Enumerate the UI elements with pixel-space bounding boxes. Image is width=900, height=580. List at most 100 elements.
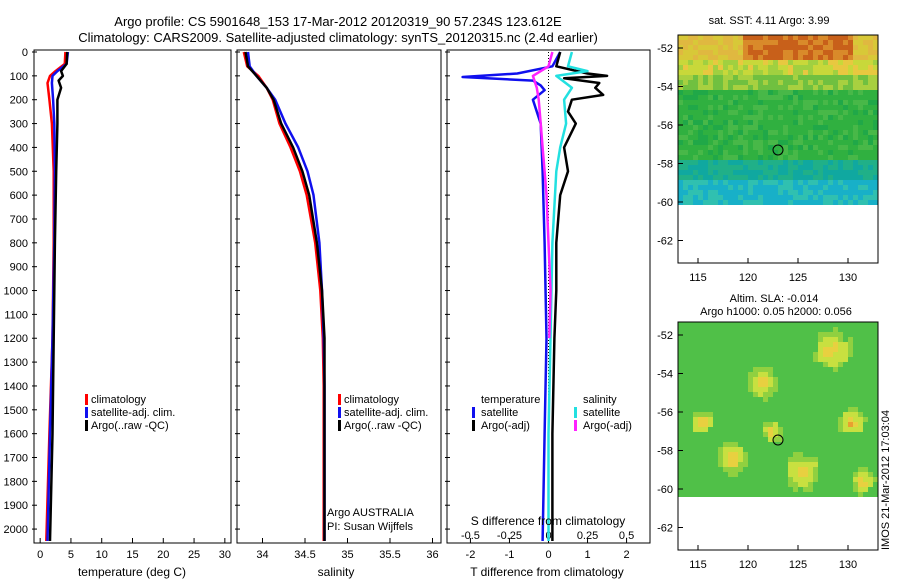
sst-map-cell bbox=[808, 75, 813, 80]
sst-map-cell bbox=[768, 135, 773, 140]
sla-map-cell bbox=[718, 397, 723, 402]
sst-map-cell bbox=[693, 100, 698, 105]
sla-map-cell bbox=[783, 437, 788, 442]
sst-map-cell bbox=[793, 75, 798, 80]
sst-map-cell bbox=[758, 45, 763, 50]
sst-map-cell bbox=[758, 165, 763, 170]
sst-map-cell bbox=[818, 60, 823, 65]
sst-map-cell bbox=[818, 45, 823, 50]
sst-map-cell bbox=[703, 100, 708, 105]
sla-map-cell bbox=[848, 322, 853, 327]
sst-map-cell bbox=[808, 105, 813, 110]
sst-map-cell bbox=[743, 155, 748, 160]
sla-map-cell bbox=[768, 492, 773, 497]
sst-map-cell bbox=[858, 60, 863, 65]
sla-map-cell bbox=[708, 397, 713, 402]
sla-map-cell bbox=[853, 392, 858, 397]
sla-map-cell bbox=[753, 472, 758, 477]
sla-map-cell bbox=[803, 352, 808, 357]
sst-map-cell bbox=[743, 65, 748, 70]
sst-map-cell bbox=[698, 65, 703, 70]
sst-map-cell bbox=[773, 175, 778, 180]
sst-map-cell bbox=[853, 60, 858, 65]
sst-map-cell bbox=[843, 110, 848, 115]
sla-map-cell bbox=[868, 392, 873, 397]
sla-map-cell bbox=[788, 392, 793, 397]
sla-map-cell bbox=[758, 382, 763, 387]
sst-map-cell bbox=[678, 35, 683, 40]
sst-map-cell bbox=[703, 165, 708, 170]
sla-map-cell bbox=[738, 467, 743, 472]
sst-map-cell bbox=[858, 85, 863, 90]
sst-map-cell bbox=[853, 130, 858, 135]
sst-map-cell bbox=[743, 45, 748, 50]
sla-map-cell bbox=[818, 397, 823, 402]
sla-map-cell bbox=[843, 332, 848, 337]
sla-map-cell bbox=[813, 377, 818, 382]
sla-map-cell bbox=[738, 417, 743, 422]
sst-map-cell bbox=[718, 150, 723, 155]
sst-map-cell bbox=[788, 155, 793, 160]
sla-map-cell bbox=[718, 357, 723, 362]
sst-map-cell bbox=[698, 160, 703, 165]
sst-map-cell bbox=[758, 100, 763, 105]
sla-map-cell bbox=[858, 487, 863, 492]
sst-map-cell bbox=[693, 130, 698, 135]
sst-map-cell bbox=[773, 195, 778, 200]
sla-map-cell bbox=[778, 357, 783, 362]
sla-map-cell bbox=[683, 402, 688, 407]
sla-map-cell bbox=[723, 467, 728, 472]
sla-map-cell bbox=[753, 442, 758, 447]
sla-map-cell bbox=[758, 412, 763, 417]
sla-map-cell bbox=[723, 442, 728, 447]
sst-map-cell bbox=[873, 145, 878, 150]
sla-map-cell bbox=[783, 442, 788, 447]
sla-map-frame bbox=[677, 321, 879, 551]
sst-map-cell bbox=[833, 190, 838, 195]
sst-map-cell bbox=[703, 175, 708, 180]
sst-map-cell bbox=[678, 175, 683, 180]
sst-map-cell bbox=[788, 175, 793, 180]
sla-map-cell bbox=[833, 332, 838, 337]
sla-map-cell bbox=[863, 392, 868, 397]
sla-map-cell bbox=[848, 337, 853, 342]
sla-map-cell bbox=[798, 372, 803, 377]
sst-map-cell bbox=[698, 165, 703, 170]
sst-map-cell bbox=[748, 125, 753, 130]
sla-map-cell bbox=[748, 492, 753, 497]
sla-map-cell bbox=[693, 392, 698, 397]
sst-map-cell bbox=[793, 200, 798, 205]
sst-map-cell bbox=[713, 110, 718, 115]
sst-map-cell bbox=[763, 35, 768, 40]
sst-map-cell bbox=[833, 90, 838, 95]
sst-map-cell bbox=[748, 200, 753, 205]
sla-map-cell bbox=[738, 427, 743, 432]
sst-map-cell bbox=[838, 180, 843, 185]
y-tick-label: 700 bbox=[10, 214, 28, 226]
sst-map-cell bbox=[823, 105, 828, 110]
sla-map-cell bbox=[763, 442, 768, 447]
sla-map-cell bbox=[853, 377, 858, 382]
y-tick-label: 900 bbox=[10, 262, 28, 274]
sla-map-cell bbox=[833, 442, 838, 447]
sla-map-cell bbox=[868, 462, 873, 467]
sla-map-cell bbox=[693, 422, 698, 427]
sla-map-cell bbox=[813, 477, 818, 482]
sst-map-cell bbox=[738, 45, 743, 50]
sst-map-cell bbox=[713, 145, 718, 150]
sla-map-cell bbox=[783, 387, 788, 392]
sst-map-cell bbox=[863, 155, 868, 160]
sst-map-cell bbox=[713, 80, 718, 85]
sst-map-cell bbox=[783, 125, 788, 130]
sla-map-cell bbox=[713, 347, 718, 352]
sla-map-cell bbox=[738, 337, 743, 342]
map-y-tick-label: -54 bbox=[657, 82, 673, 94]
sst-map-cell bbox=[743, 180, 748, 185]
y-tick-label: 100 bbox=[10, 71, 28, 83]
sla-map-cell bbox=[713, 422, 718, 427]
sla-map-cell bbox=[833, 342, 838, 347]
sla-map-cell bbox=[768, 392, 773, 397]
sla-map-cell bbox=[718, 477, 723, 482]
sst-map-cell bbox=[868, 135, 873, 140]
sla-map-cell bbox=[873, 447, 878, 452]
